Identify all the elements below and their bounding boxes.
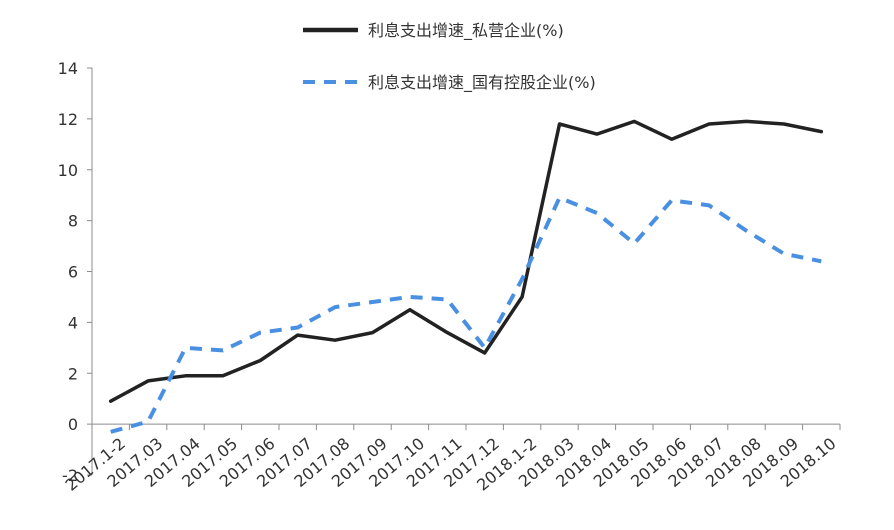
series-line-2 — [110, 195, 822, 434]
y-tick-label: 0 — [68, 415, 78, 434]
axes: -2024681012142017.1-22017.032017.042017.… — [58, 59, 841, 495]
series-line-1 — [108, 119, 824, 403]
y-tick-label: 8 — [68, 212, 78, 231]
legend-label-1: 利息支出增速_私营企业(%) — [368, 21, 564, 41]
y-tick-label: 10 — [58, 161, 78, 180]
legend: 利息支出增速_私营企业(%) 利息支出增速_国有控股企业(%) — [303, 21, 596, 93]
y-tick-label: 14 — [58, 59, 78, 78]
y-tick-label: 4 — [68, 313, 78, 332]
y-tick-label: 6 — [68, 263, 78, 282]
y-tick-label: 2 — [68, 364, 78, 383]
y-tick-label: -2 — [62, 466, 78, 485]
y-tick-label: 12 — [58, 110, 78, 129]
legend-label-2: 利息支出增速_国有控股企业(%) — [368, 73, 596, 93]
series-layer — [108, 119, 824, 434]
